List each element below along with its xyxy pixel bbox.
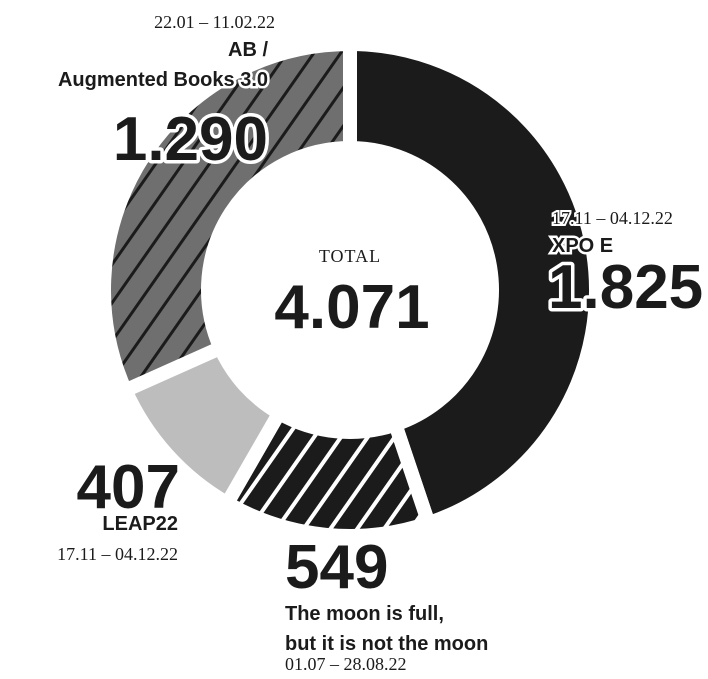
segment-name: LEAP22: [102, 513, 178, 535]
segment-name: but it is not the moon: [285, 633, 488, 655]
total-label: TOTAL: [319, 246, 381, 266]
segment-date: 22.01 – 11.02.22: [154, 12, 275, 32]
segment-value: 549: [285, 533, 388, 602]
segment-date: 17.11 – 04.12.22: [552, 208, 673, 228]
segment-name: XPO E: [552, 235, 613, 257]
segment-date: 17.11 – 04.12.22: [57, 544, 178, 564]
segments: [97, 36, 603, 543]
segment-name: Augmented Books 3.0: [58, 69, 268, 91]
donut-segment: [97, 36, 357, 400]
segment-date: 01.07 – 28.08.22: [285, 654, 407, 674]
total-value: 4.071: [274, 273, 429, 342]
segment-value: 1.825: [548, 253, 703, 322]
donut-segment: [343, 36, 603, 533]
segment-value: 407: [77, 453, 180, 522]
segment-value: 1.290: [113, 105, 268, 174]
segment-name: The moon is full,: [285, 603, 444, 625]
segment-name: AB /: [228, 39, 268, 61]
